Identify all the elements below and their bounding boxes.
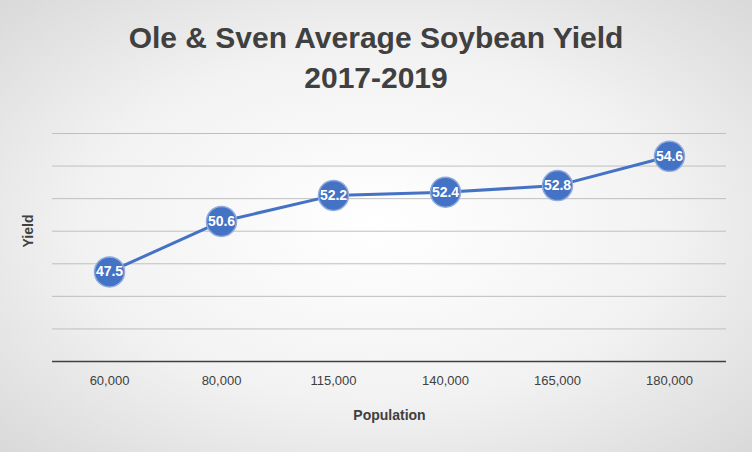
svg-text:80,000: 80,000 [202, 373, 242, 388]
svg-text:165,000: 165,000 [534, 373, 581, 388]
svg-text:115,000: 115,000 [310, 373, 356, 388]
html-text:Ole & Sven Average Soybean Yie: Ole & Sven Average Soybean Yield 2017-20… [128, 21, 624, 94]
svg-text:47.5: 47.5 [96, 263, 123, 279]
svg-text:180,000: 180,000 [646, 373, 693, 388]
svg-text:Yield: Yield [20, 215, 36, 248]
svg-text:54.6: 54.6 [656, 148, 683, 164]
svg-text:Population: Population [353, 407, 425, 423]
svg-text:60,000: 60,000 [90, 373, 130, 388]
svg-text:140,000: 140,000 [422, 373, 469, 388]
svg-text:52.4: 52.4 [432, 184, 459, 200]
svg-text:52.2: 52.2 [320, 187, 347, 203]
svg-text:52.8: 52.8 [544, 177, 571, 193]
svg-text:50.6: 50.6 [208, 213, 235, 229]
